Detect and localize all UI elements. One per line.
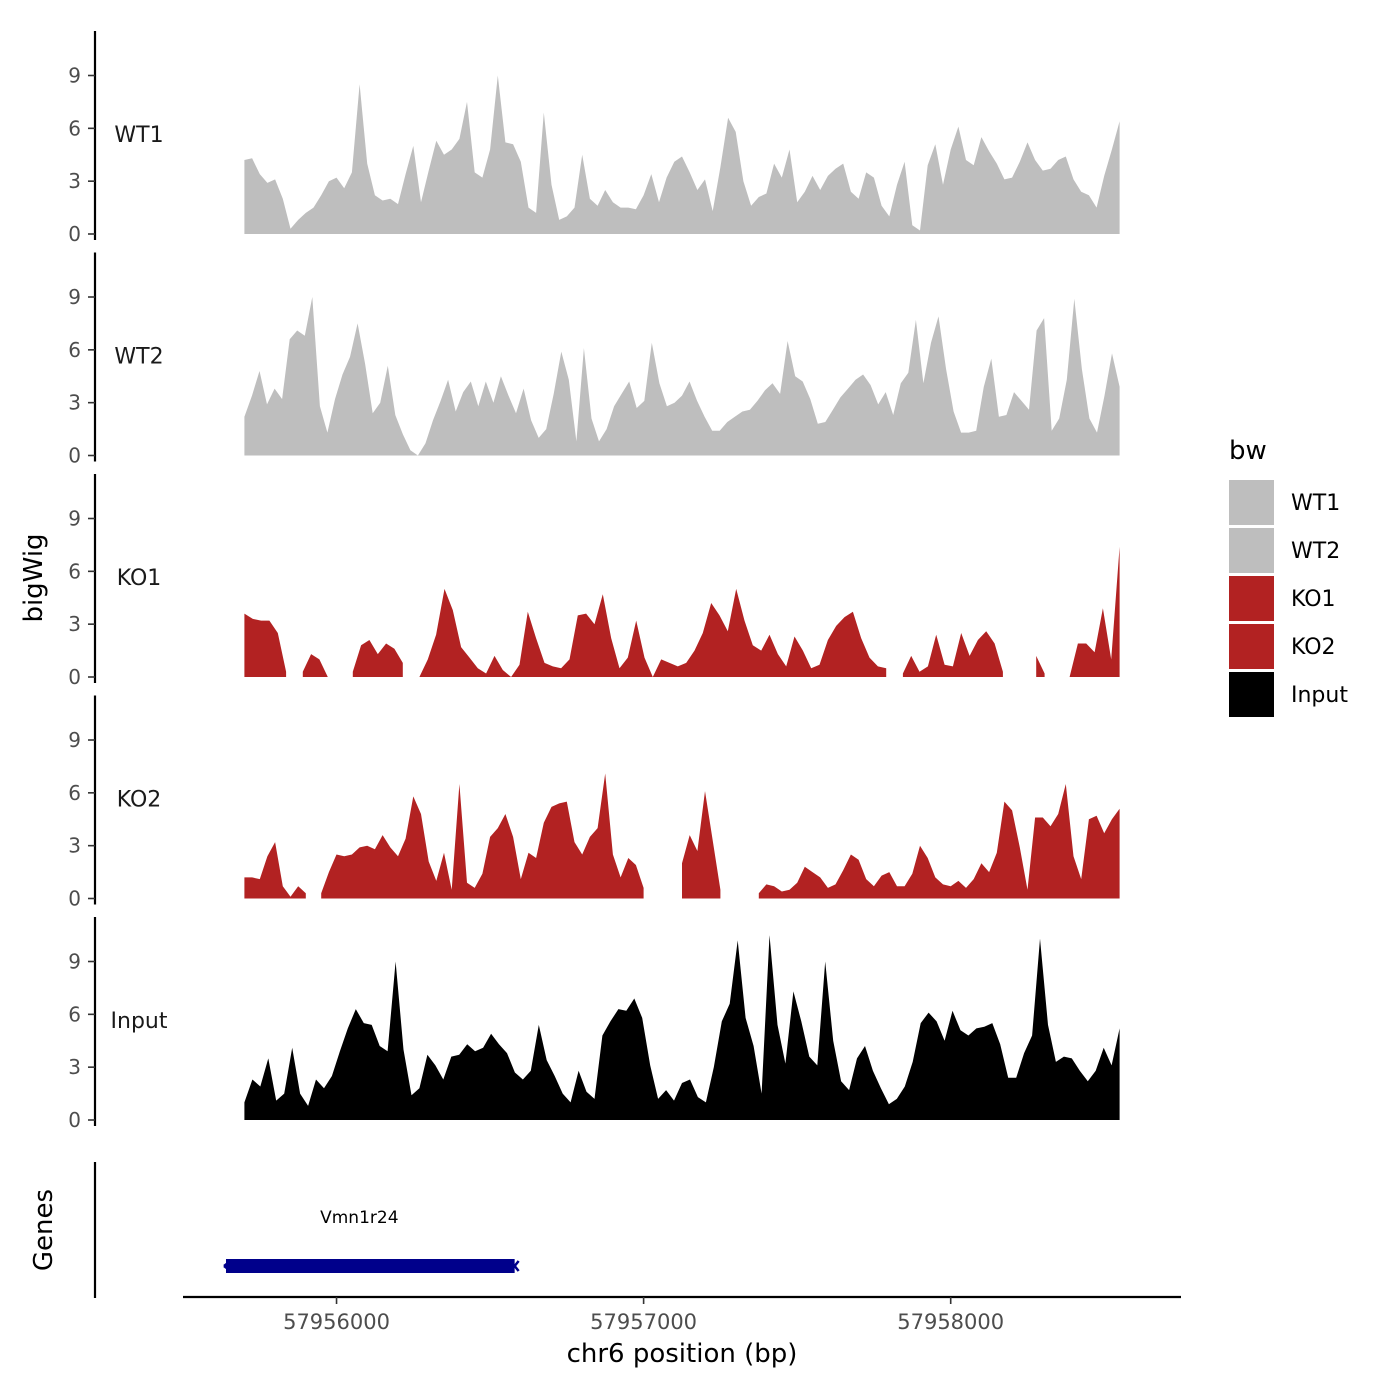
legend-label-input: Input [1291, 683, 1348, 708]
legend-key-ko2 [1229, 624, 1274, 669]
track-label-wt1: WT1 [114, 123, 163, 148]
signal-tracks: 0 3 6 9 WT1 0 3 6 9 WT2 0 3 6 9 KO1 0 3 6 9 KO2 0 3 6 9 Input [68, 31, 1120, 1132]
y-tick-label: 0 [68, 444, 81, 468]
area-ko2 [244, 773, 1120, 899]
y-tick-label: 6 [68, 1002, 81, 1026]
legend-key-input [1229, 672, 1274, 717]
gene-name-label: Vmn1r24 [320, 1208, 398, 1228]
y-tick-label: 9 [68, 728, 81, 752]
legend-key-ko1 [1229, 576, 1274, 621]
x-tick-label: 57957000 [590, 1310, 697, 1334]
track-panel-ko2: 0 3 6 9 KO2 [68, 695, 1120, 911]
track-panel-wt2: 0 3 6 9 WT2 [68, 252, 1120, 468]
track-panel-wt1: 0 3 6 9 WT1 [68, 31, 1120, 246]
legend-key-wt1 [1229, 480, 1274, 525]
y-tick-label: 0 [68, 222, 81, 246]
track-label-input: Input [111, 1009, 168, 1034]
y-axis-label: bigWig [19, 533, 49, 622]
y-tick-label: 0 [68, 887, 81, 911]
legend-label-wt1: WT1 [1291, 491, 1340, 516]
track-panel-input: 0 3 6 9 Input [68, 917, 1120, 1132]
y-tick-label: 6 [68, 781, 81, 805]
legend-label-ko1: KO1 [1291, 587, 1336, 612]
area-ko1 [244, 546, 1120, 677]
track-label-ko1: KO1 [117, 566, 162, 591]
y-tick-label: 6 [68, 116, 81, 140]
area-input [244, 935, 1120, 1120]
y-tick-label: 3 [68, 1055, 81, 1079]
y-tick-label: 9 [68, 285, 81, 309]
y-tick-label: 9 [68, 950, 81, 974]
y-tick-label: 3 [68, 612, 81, 636]
x-tick-label: 57956000 [283, 1310, 390, 1334]
x-tick-label: 57958000 [897, 1310, 1004, 1334]
track-label-wt2: WT2 [114, 345, 163, 370]
x-axis-label: chr6 position (bp) [567, 1339, 798, 1369]
legend-key-wt2 [1229, 528, 1274, 573]
area-wt2 [244, 297, 1120, 456]
genes-track-label: Genes [29, 1189, 59, 1271]
track-label-ko2: KO2 [117, 788, 162, 813]
legend: bw WT1 WT2 KO1 KO2 Input [1229, 436, 1348, 717]
y-tick-label: 3 [68, 169, 81, 193]
x-axis: 57956000 57957000 57958000 [183, 1295, 1181, 1334]
gene-strand-arrow [223, 1259, 233, 1273]
legend-label-ko2: KO2 [1291, 635, 1336, 660]
gene-end-mark [509, 1260, 520, 1272]
y-tick-label: 6 [68, 338, 81, 362]
y-tick-label: 3 [68, 834, 81, 858]
genes-track: Genes Vmn1r24 [29, 1162, 520, 1298]
y-tick-label: 0 [68, 665, 81, 689]
y-tick-label: 6 [68, 559, 81, 583]
legend-title: bw [1229, 436, 1267, 466]
y-tick-label: 3 [68, 391, 81, 415]
area-wt1 [244, 75, 1120, 234]
legend-label-wt2: WT2 [1291, 539, 1340, 564]
y-tick-label: 9 [68, 64, 81, 88]
gene-body [225, 1259, 515, 1273]
y-tick-label: 0 [68, 1108, 81, 1132]
y-tick-label: 9 [68, 507, 81, 531]
track-panel-ko1: 0 3 6 9 KO1 [68, 474, 1120, 689]
